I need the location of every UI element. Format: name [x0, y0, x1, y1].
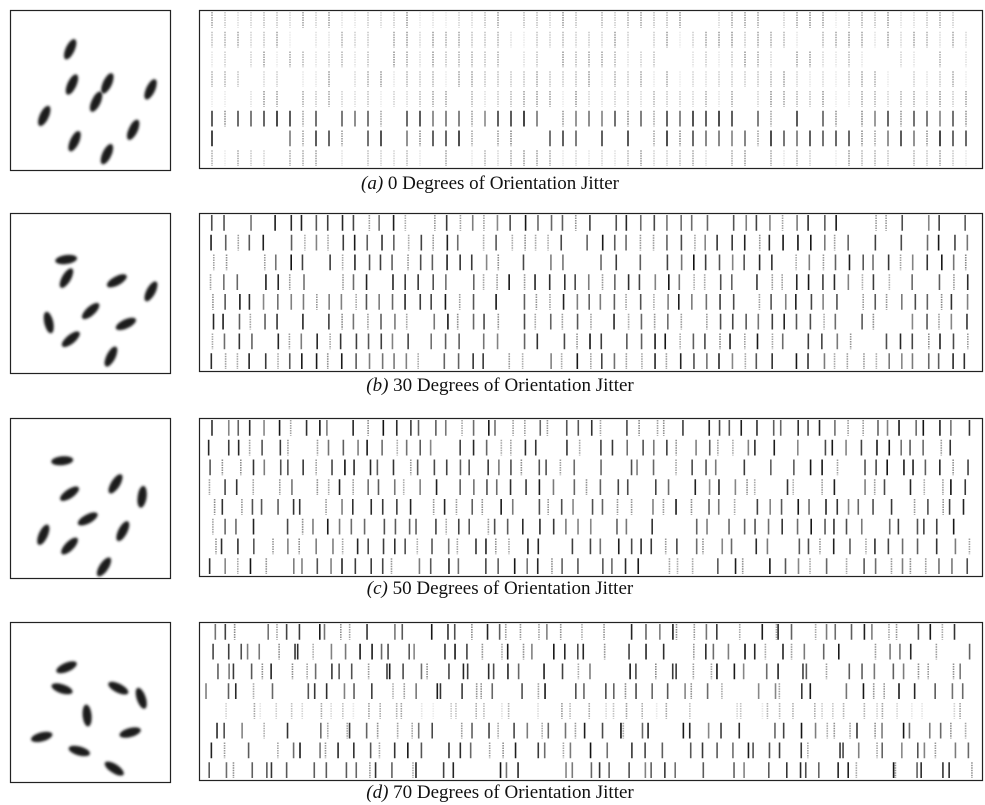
caption-text: 0 Degrees of Orientation Jitter [388, 173, 620, 194]
panel-label: (b) [366, 375, 388, 396]
figure: (a) 0 Degrees of Orientation Jitter (b) … [0, 0, 985, 805]
panel [11, 419, 983, 579]
panel-label: (c) [367, 578, 388, 599]
raster-frame [200, 11, 983, 169]
caption: (c) 50 Degrees of Orientation Jitter [367, 578, 634, 599]
stimulus [11, 623, 171, 783]
stimulus [11, 11, 171, 171]
raster [200, 11, 983, 169]
stimulus-frame [11, 419, 171, 579]
caption: (a) 0 Degrees of Orientation Jitter [361, 173, 620, 194]
page: (a) 0 Degrees of Orientation Jitter (b) … [0, 0, 985, 805]
raster [200, 623, 983, 781]
panel [11, 623, 983, 783]
stimulus [11, 214, 171, 374]
caption-text: 70 Degrees of Orientation Jitter [393, 782, 634, 803]
raster [200, 419, 983, 577]
panel [11, 214, 983, 374]
panel [11, 11, 983, 171]
caption-text: 30 Degrees of Orientation Jitter [393, 375, 634, 396]
raster [200, 214, 983, 372]
stimulus [11, 419, 171, 579]
panel-label: (d) [366, 782, 388, 803]
caption: (d) 70 Degrees of Orientation Jitter [366, 782, 634, 803]
caption-text: 50 Degrees of Orientation Jitter [393, 578, 634, 599]
caption: (b) 30 Degrees of Orientation Jitter [366, 375, 634, 396]
panel-label: (a) [361, 173, 383, 194]
